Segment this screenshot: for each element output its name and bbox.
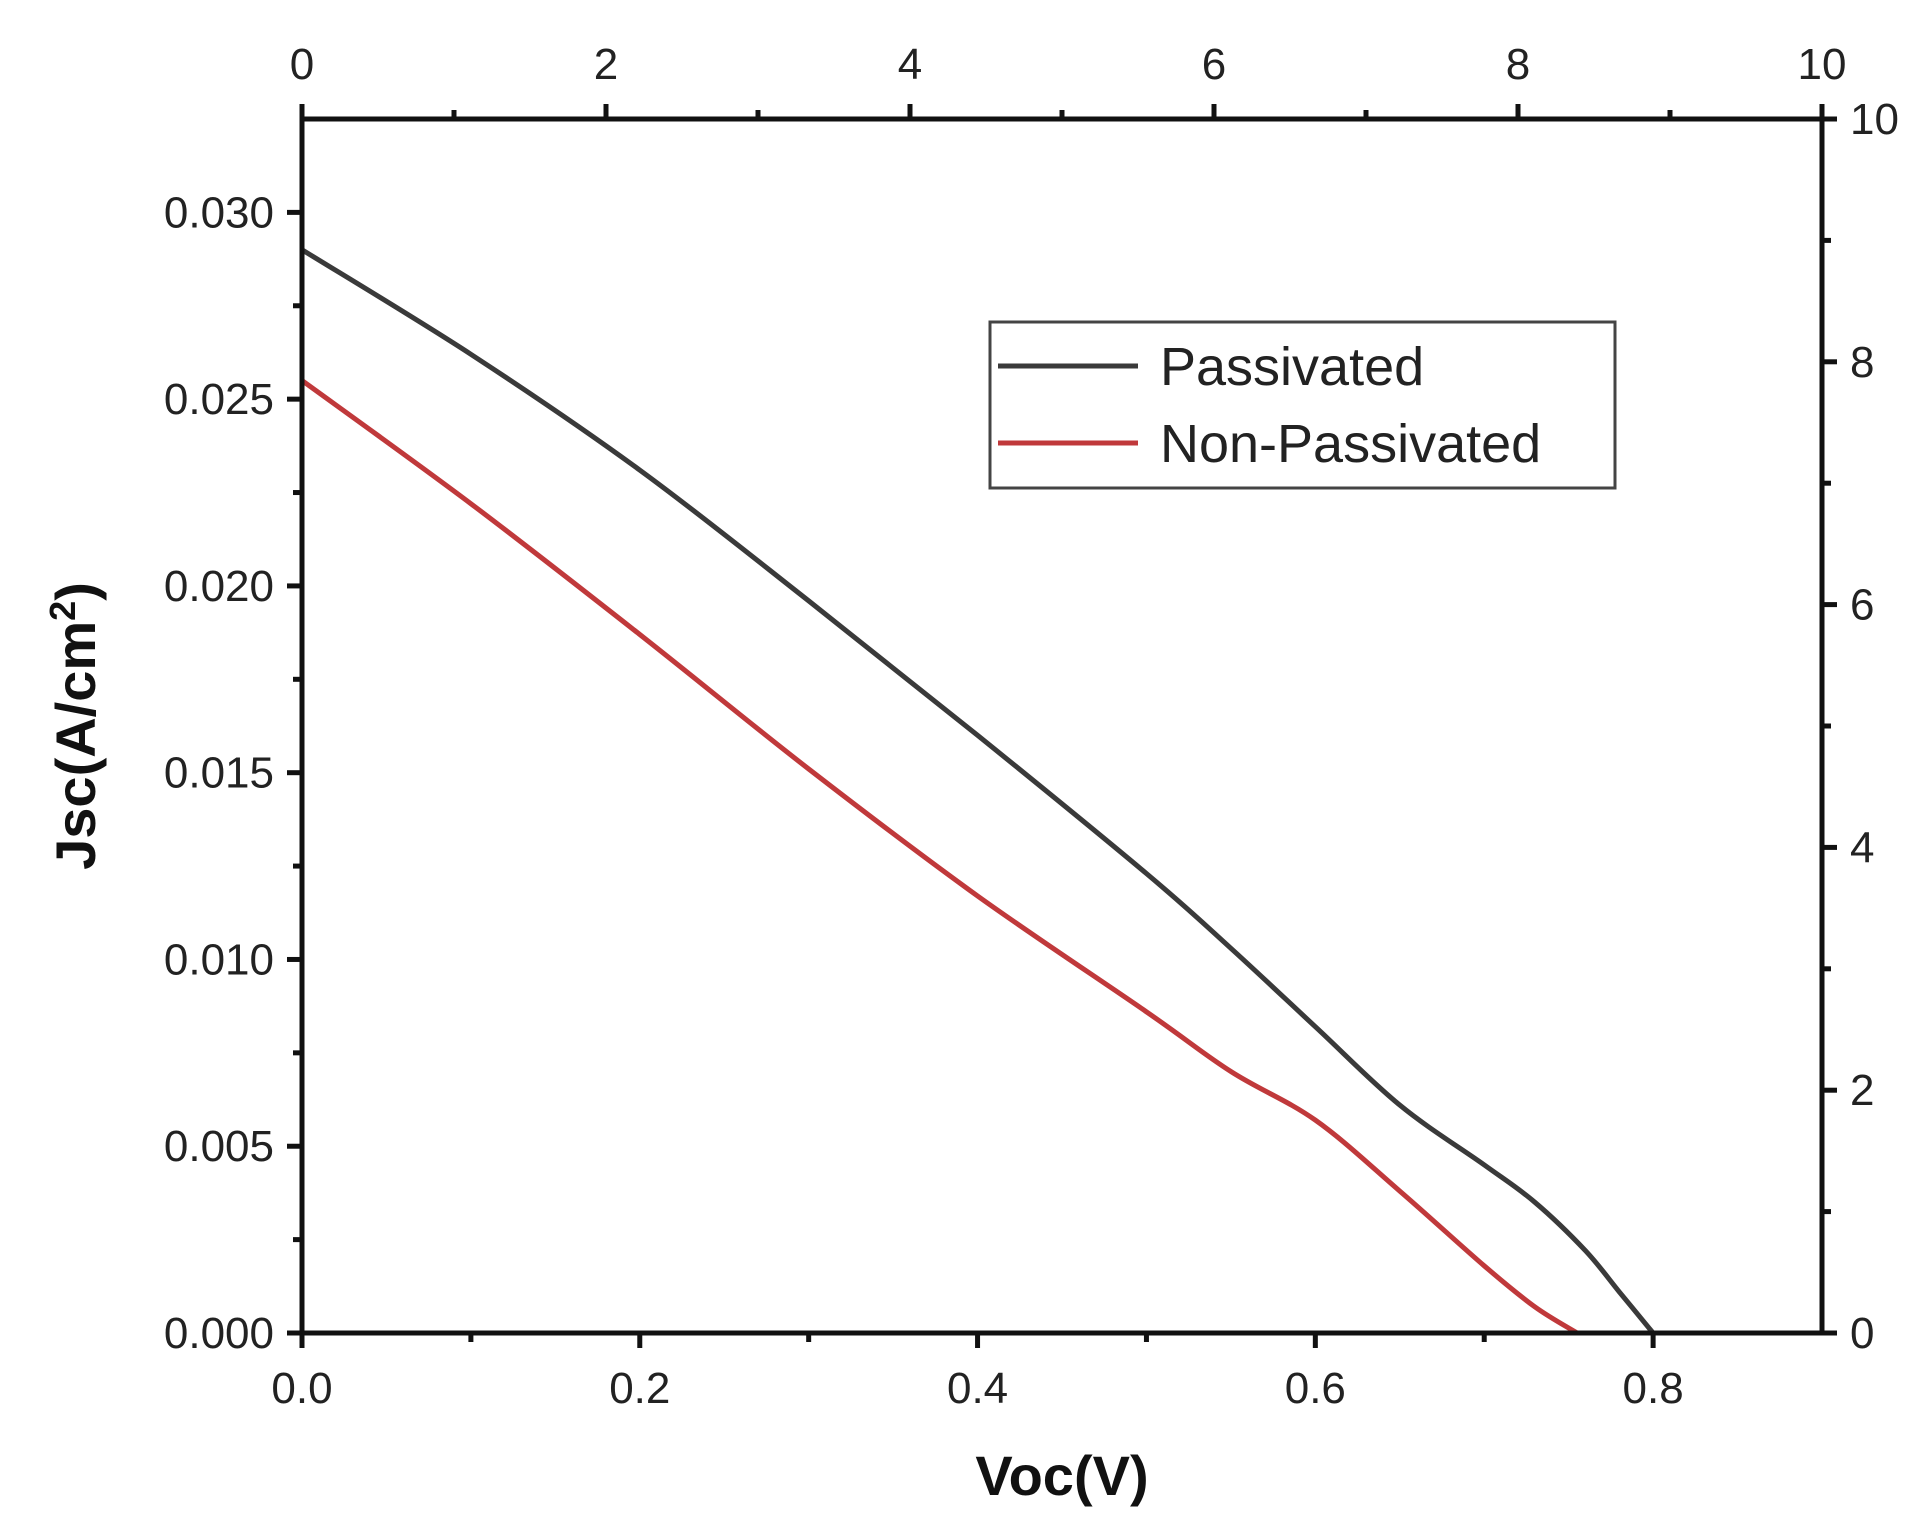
y-tick-label: 0.000: [164, 1309, 274, 1358]
x-tick-label: 0.6: [1285, 1364, 1346, 1413]
y-axis-title-close: ): [44, 582, 107, 601]
top-tick-label: 8: [1506, 40, 1530, 89]
y-tick-label: 0.020: [164, 562, 274, 611]
top-tick-label: 2: [594, 40, 618, 89]
y-axis-title-main: Jsc(A/cm: [44, 621, 107, 870]
y-tick-label: 0.015: [164, 749, 274, 798]
top-tick-label: 6: [1202, 40, 1226, 89]
top-tick-label: 4: [898, 40, 922, 89]
y-axis-title-superscript: 2: [42, 601, 83, 621]
x-tick-label: 0.2: [609, 1364, 670, 1413]
series-line-non-passivated: [299, 378, 1580, 1336]
x-axis-title: Voc(V): [975, 1444, 1148, 1507]
x-tick-label: 0.8: [1623, 1364, 1684, 1413]
x-tick-label: 0.0: [271, 1364, 332, 1413]
y-tick-label: 0.010: [164, 935, 274, 984]
y-axis-title: Jsc(A/cm2): [42, 582, 107, 870]
y-tick-label: 0.025: [164, 375, 274, 424]
y-tick-label: 0.005: [164, 1122, 274, 1171]
y-tick-label: 0.030: [164, 188, 274, 237]
legend-label-non-passivated: Non-Passivated: [1160, 414, 1541, 474]
top-tick-label: 10: [1798, 40, 1847, 89]
legend-box: [988, 320, 1617, 490]
right-tick-label: 4: [1850, 823, 1874, 872]
series-layer: [299, 247, 1656, 1336]
legend-label-passivated: Passivated: [1160, 337, 1424, 397]
top-tick-label: 0: [290, 40, 314, 89]
right-tick-label: 10: [1850, 95, 1899, 144]
right-tick-label: 8: [1850, 338, 1874, 387]
legend: Passivated Non-Passivated: [988, 320, 1617, 490]
series-line-passivated: [299, 247, 1656, 1336]
right-tick-label: 0: [1850, 1309, 1874, 1358]
plot-frame: [299, 116, 1825, 1336]
x-tick-label: 0.4: [947, 1364, 1008, 1413]
right-tick-label: 6: [1850, 581, 1874, 630]
ticks-layer: 0.0 0.2 0.4 0.6 0.8 0.000 0.005 0.010 0.015 0.020…: [164, 40, 1899, 1413]
right-tick-label: 2: [1850, 1066, 1874, 1115]
